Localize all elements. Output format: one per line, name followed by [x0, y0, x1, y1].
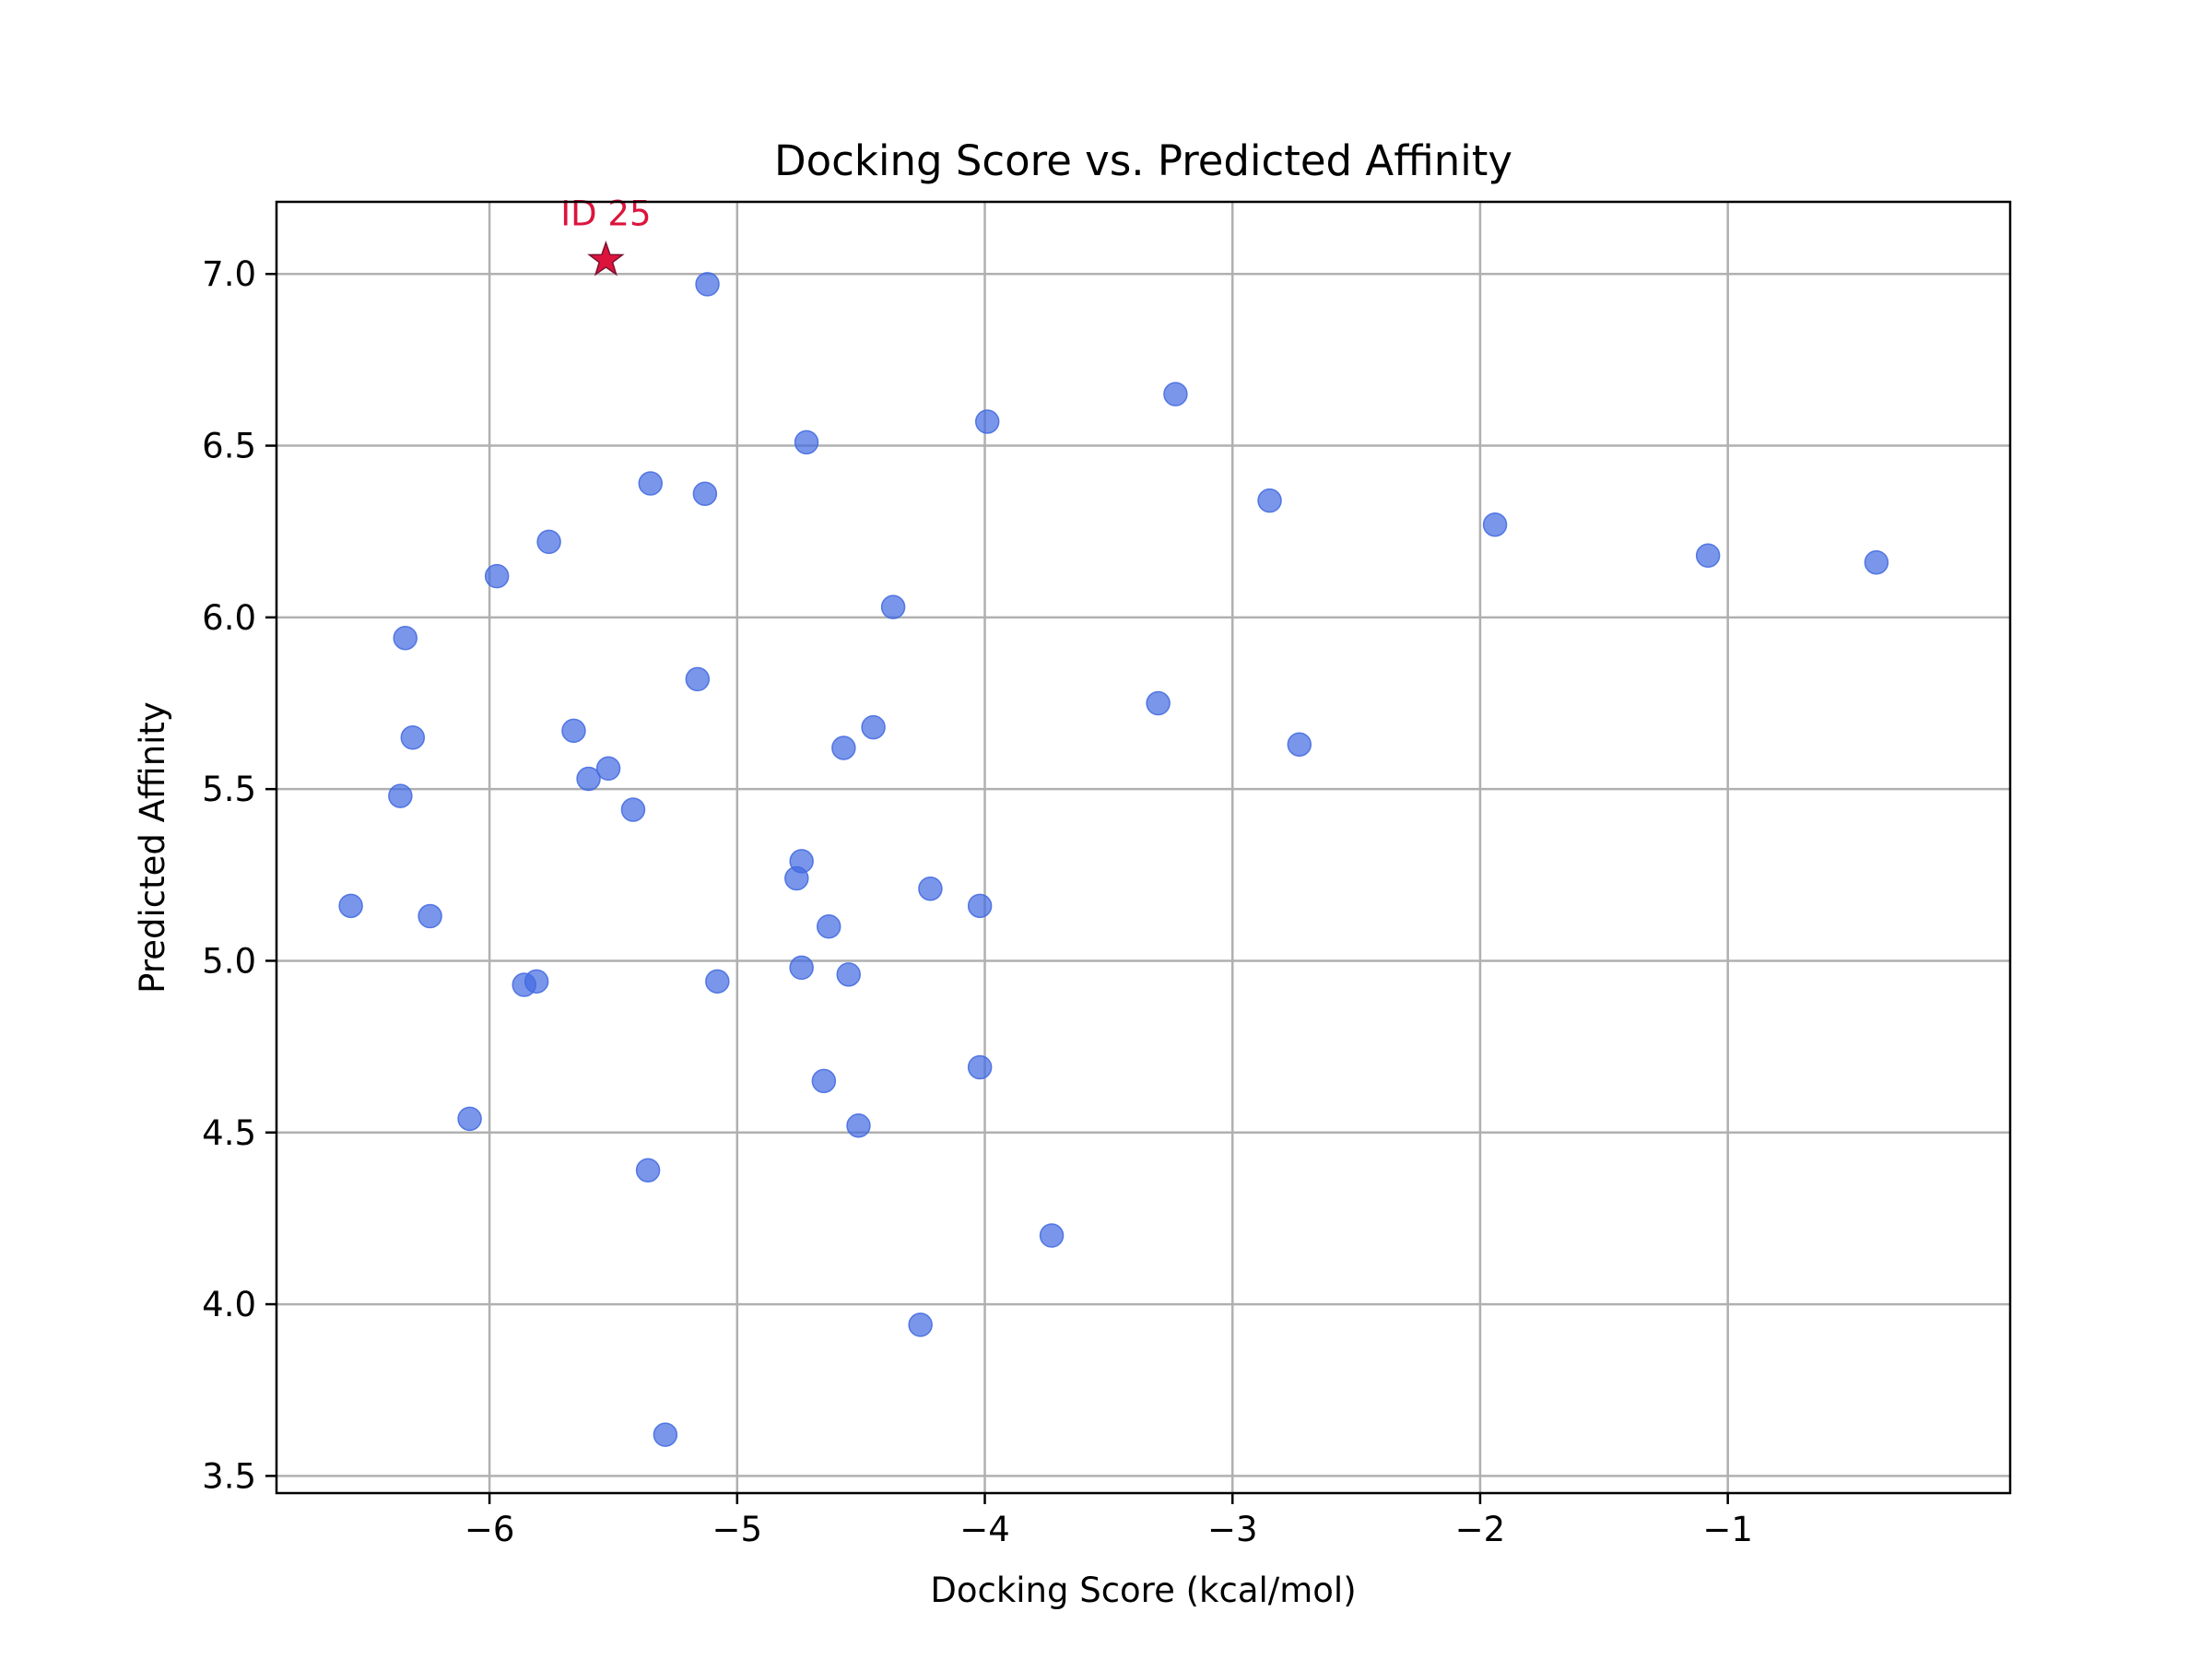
data-point	[789, 849, 814, 874]
y-tick-label: 5.0	[202, 941, 256, 981]
data-point	[974, 409, 1000, 434]
data-point	[484, 563, 510, 589]
data-point	[620, 797, 646, 822]
data-point	[1039, 1223, 1065, 1248]
data-point	[811, 1068, 837, 1094]
data-point	[576, 766, 601, 792]
data-point	[967, 893, 993, 919]
data-point	[692, 481, 718, 506]
data-point	[831, 735, 856, 760]
x-tick-label: −3	[1207, 1510, 1258, 1549]
data-point	[388, 783, 413, 808]
data-point	[685, 666, 711, 692]
data-point	[1287, 732, 1312, 757]
data-point	[1146, 690, 1171, 716]
data-point	[918, 876, 943, 901]
x-tick-label: −2	[1455, 1510, 1506, 1549]
data-point	[524, 969, 549, 994]
data-points	[338, 272, 1889, 1447]
data-point	[653, 1422, 678, 1447]
data-point	[908, 1312, 933, 1337]
chart-title: Docking Score vs. Predicted Affinity	[774, 136, 1512, 185]
y-axis-label: Predicted Affinity	[133, 701, 172, 994]
y-tick-label: 6.5	[202, 427, 256, 466]
data-point	[846, 1113, 871, 1138]
y-tick-label: 7.0	[202, 254, 256, 294]
data-point	[1695, 543, 1721, 569]
data-point	[393, 625, 418, 651]
data-point	[595, 756, 621, 782]
axis-ticks: −6 −5 −4 −3 −2 −1 3.5 4.0 4.5 5.0 5.5 6.0 6.5 7.0	[202, 254, 1753, 1549]
data-point	[967, 1054, 993, 1080]
highlight-annotation-label: ID 25	[560, 194, 651, 233]
data-point	[861, 714, 886, 740]
y-tick-label: 3.5	[202, 1456, 256, 1496]
data-point	[1163, 382, 1188, 406]
x-tick-label: −1	[1702, 1510, 1753, 1549]
x-axis-label: Docking Score (kcal/mol)	[930, 1571, 1356, 1610]
x-tick-label: −6	[465, 1510, 515, 1549]
data-point	[695, 272, 720, 297]
highlight-marker-group: ID 25	[560, 194, 652, 276]
data-point	[705, 969, 730, 994]
y-tick-label: 4.0	[202, 1285, 256, 1324]
data-point	[1864, 549, 1889, 575]
data-point	[457, 1106, 482, 1132]
y-tick-label: 4.5	[202, 1113, 256, 1153]
x-tick-label: −5	[712, 1510, 763, 1549]
data-point	[1482, 512, 1508, 537]
y-tick-label: 6.0	[202, 598, 256, 638]
data-point	[338, 893, 363, 919]
data-point	[794, 429, 819, 455]
data-point	[816, 913, 841, 939]
data-point	[635, 1158, 661, 1182]
data-point	[836, 962, 861, 987]
y-tick-label: 5.5	[202, 770, 256, 809]
highlight-star-marker	[587, 241, 625, 276]
data-point	[418, 903, 442, 929]
data-point	[638, 471, 664, 496]
data-point	[400, 725, 426, 750]
x-tick-label: −4	[959, 1510, 1010, 1549]
data-point	[561, 718, 586, 744]
data-point	[1257, 488, 1282, 513]
grid-lines	[276, 202, 2010, 1493]
data-point	[789, 955, 814, 981]
plot-area-frame	[275, 200, 2012, 1495]
data-point	[880, 594, 906, 619]
data-point	[536, 529, 561, 555]
